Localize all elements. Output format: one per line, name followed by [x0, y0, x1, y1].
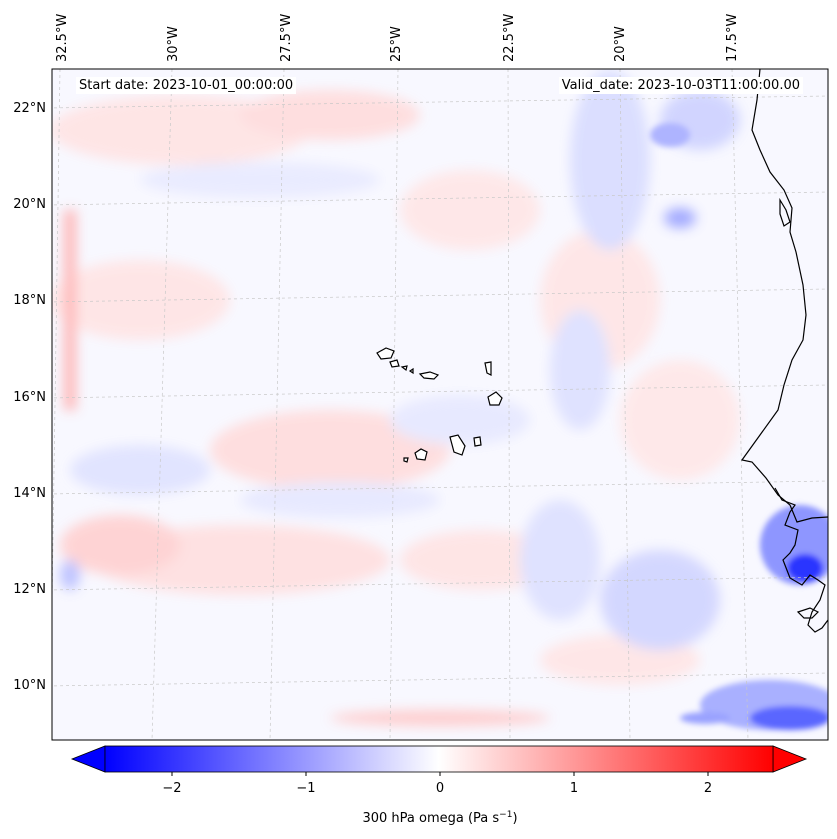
cbar-tick-2: 2 — [704, 781, 712, 796]
graticule — [52, 69, 828, 740]
cape-verde-islands — [376, 347, 503, 463]
lat-label-18n: 18°N — [13, 293, 46, 308]
lon-label-22.5w: 22.5°W — [502, 14, 517, 62]
colorbar-extend-low — [70, 745, 106, 773]
lat-label-22n: 22°N — [13, 101, 46, 116]
lon-label-25w: 25°W — [389, 26, 404, 62]
lat-label-20n: 20°N — [13, 197, 46, 212]
lon-label-30w: 30°W — [166, 26, 181, 62]
valid-date-label: Valid_date: 2023-10-03T11:00:00.00 — [558, 77, 803, 94]
lon-label-17.5w: 17.5°W — [725, 14, 740, 62]
omega-field — [52, 69, 828, 740]
map-frame — [51, 68, 829, 741]
cbar-tick-neg2: −2 — [162, 781, 181, 796]
colorbar-extend-high — [772, 745, 808, 773]
colorbar-label: 300 hPa omega (Pa s−1) — [362, 810, 517, 826]
lat-label-14n: 14°N — [13, 486, 46, 501]
start-date-label: Start date: 2023-10-01_00:00:00 — [76, 77, 297, 94]
lat-label-10n: 10°N — [13, 678, 46, 693]
colorbar: −2 −1 0 1 2 300 hPa omega (Pa s−1) — [70, 745, 808, 826]
lat-label-12n: 12°N — [13, 582, 46, 597]
lat-label-16n: 16°N — [13, 390, 46, 405]
cbar-tick-0: 0 — [436, 781, 444, 796]
lon-label-27.5w: 27.5°W — [279, 14, 294, 62]
lon-label-20w: 20°W — [613, 26, 628, 62]
lon-label-32.5w: 32.5°W — [55, 14, 70, 62]
cbar-tick-neg1: −1 — [296, 781, 315, 796]
cbar-tick-1: 1 — [570, 781, 578, 796]
